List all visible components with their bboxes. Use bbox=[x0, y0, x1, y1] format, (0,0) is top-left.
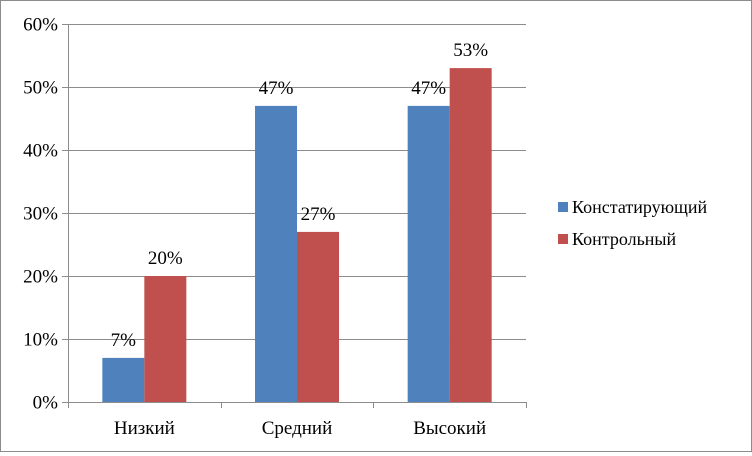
data-label: 7% bbox=[111, 330, 137, 351]
y-axis-ticks: 0% 10% 20% 30% 40% 50% 60% bbox=[23, 15, 68, 414]
legend: Констатирующий Контрольный bbox=[558, 197, 708, 249]
y-tick-label: 20% bbox=[23, 267, 58, 288]
legend-label: Контрольный bbox=[572, 229, 677, 249]
x-axis-categories: Низкий Средний Высокий bbox=[114, 418, 486, 439]
bar bbox=[255, 105, 297, 403]
bar bbox=[407, 105, 450, 403]
axes bbox=[68, 24, 527, 408]
x-category-label: Средний bbox=[262, 418, 333, 439]
bar bbox=[449, 68, 492, 402]
y-tick-label: 50% bbox=[23, 78, 58, 99]
bars: 7% 20% 47% 27% 47% 53% bbox=[102, 40, 492, 403]
y-tick-label: 40% bbox=[23, 141, 58, 162]
legend-swatch bbox=[558, 234, 568, 244]
y-tick-label: 30% bbox=[23, 204, 58, 225]
data-label: 47% bbox=[411, 78, 446, 99]
data-label: 53% bbox=[453, 40, 488, 61]
data-label: 47% bbox=[259, 78, 294, 99]
y-tick-label: 0% bbox=[33, 393, 59, 414]
x-category-label: Низкий bbox=[114, 418, 175, 439]
data-label: 20% bbox=[148, 248, 183, 269]
bar bbox=[297, 231, 339, 402]
legend-label: Констатирующий bbox=[572, 197, 708, 217]
bar bbox=[144, 276, 187, 402]
y-tick-label: 10% bbox=[23, 330, 58, 351]
y-tick-label: 60% bbox=[23, 15, 58, 36]
data-label: 27% bbox=[301, 204, 336, 225]
x-category-label: Высокий bbox=[413, 418, 486, 439]
legend-swatch bbox=[558, 202, 568, 212]
bar bbox=[102, 357, 145, 402]
